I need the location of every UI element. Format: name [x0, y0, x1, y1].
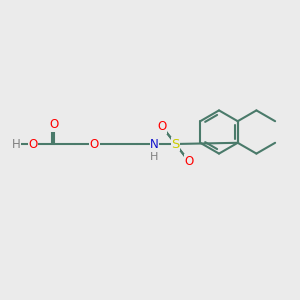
Text: O: O: [90, 137, 99, 151]
Text: O: O: [158, 120, 166, 133]
Text: O: O: [28, 137, 38, 151]
Text: H: H: [12, 137, 21, 151]
Text: S: S: [171, 137, 180, 151]
Text: O: O: [184, 155, 194, 168]
Text: H: H: [150, 152, 159, 162]
Text: N: N: [150, 137, 159, 151]
Text: O: O: [50, 118, 58, 131]
